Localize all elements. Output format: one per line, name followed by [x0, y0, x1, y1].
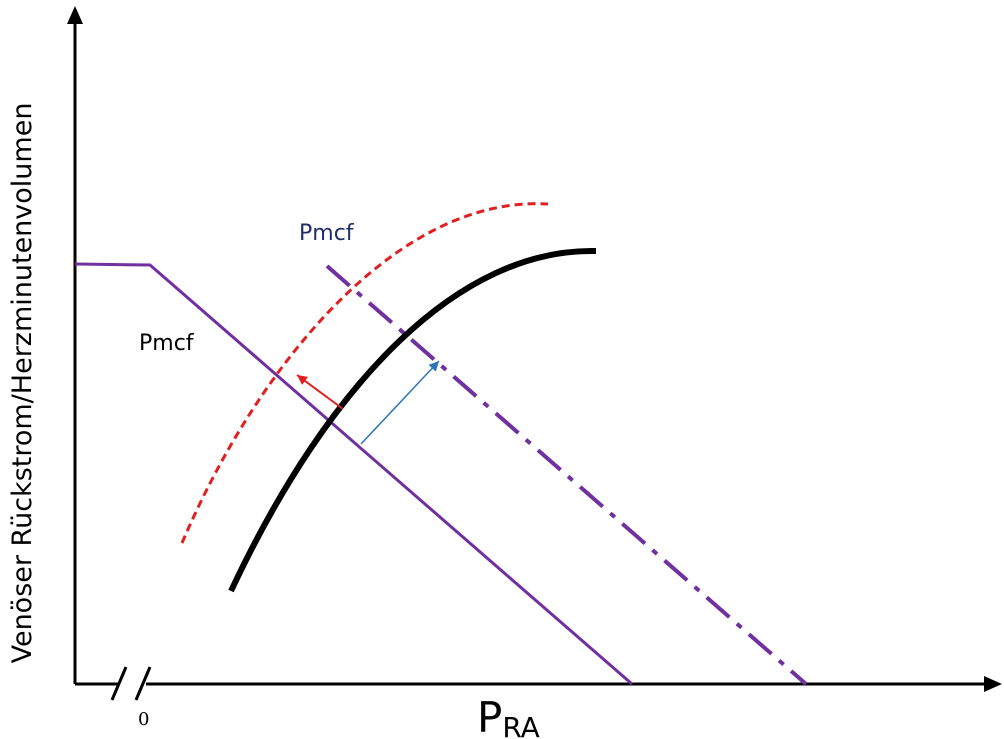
venous-return-curve-shifted	[325, 264, 808, 686]
venous-return-curve	[74, 262, 633, 686]
pmcf-label-upper: Pmcf	[299, 221, 355, 246]
x-axis-label-sub: RA	[502, 711, 539, 739]
axis-break-icon	[110, 666, 152, 701]
red-shift-arrow	[296, 374, 344, 410]
pmcf-label-lower: Pmcf	[139, 331, 195, 356]
axes	[67, 6, 1002, 701]
x-axis-label-main: P	[477, 693, 502, 739]
x-origin-tick-label: 0	[138, 709, 149, 730]
y-axis-label: Venöser Rückstrom/Herzminutenvolumen	[7, 103, 38, 664]
y-axis-arrowhead-icon	[67, 6, 83, 24]
x-axis-arrowhead-icon	[984, 676, 1002, 692]
blue-shift-arrow	[360, 360, 440, 445]
cardiac-function-curve-shifted	[180, 202, 549, 544]
cardiac-function-curve	[228, 247, 597, 593]
x-axis-label: PRA	[477, 693, 540, 739]
